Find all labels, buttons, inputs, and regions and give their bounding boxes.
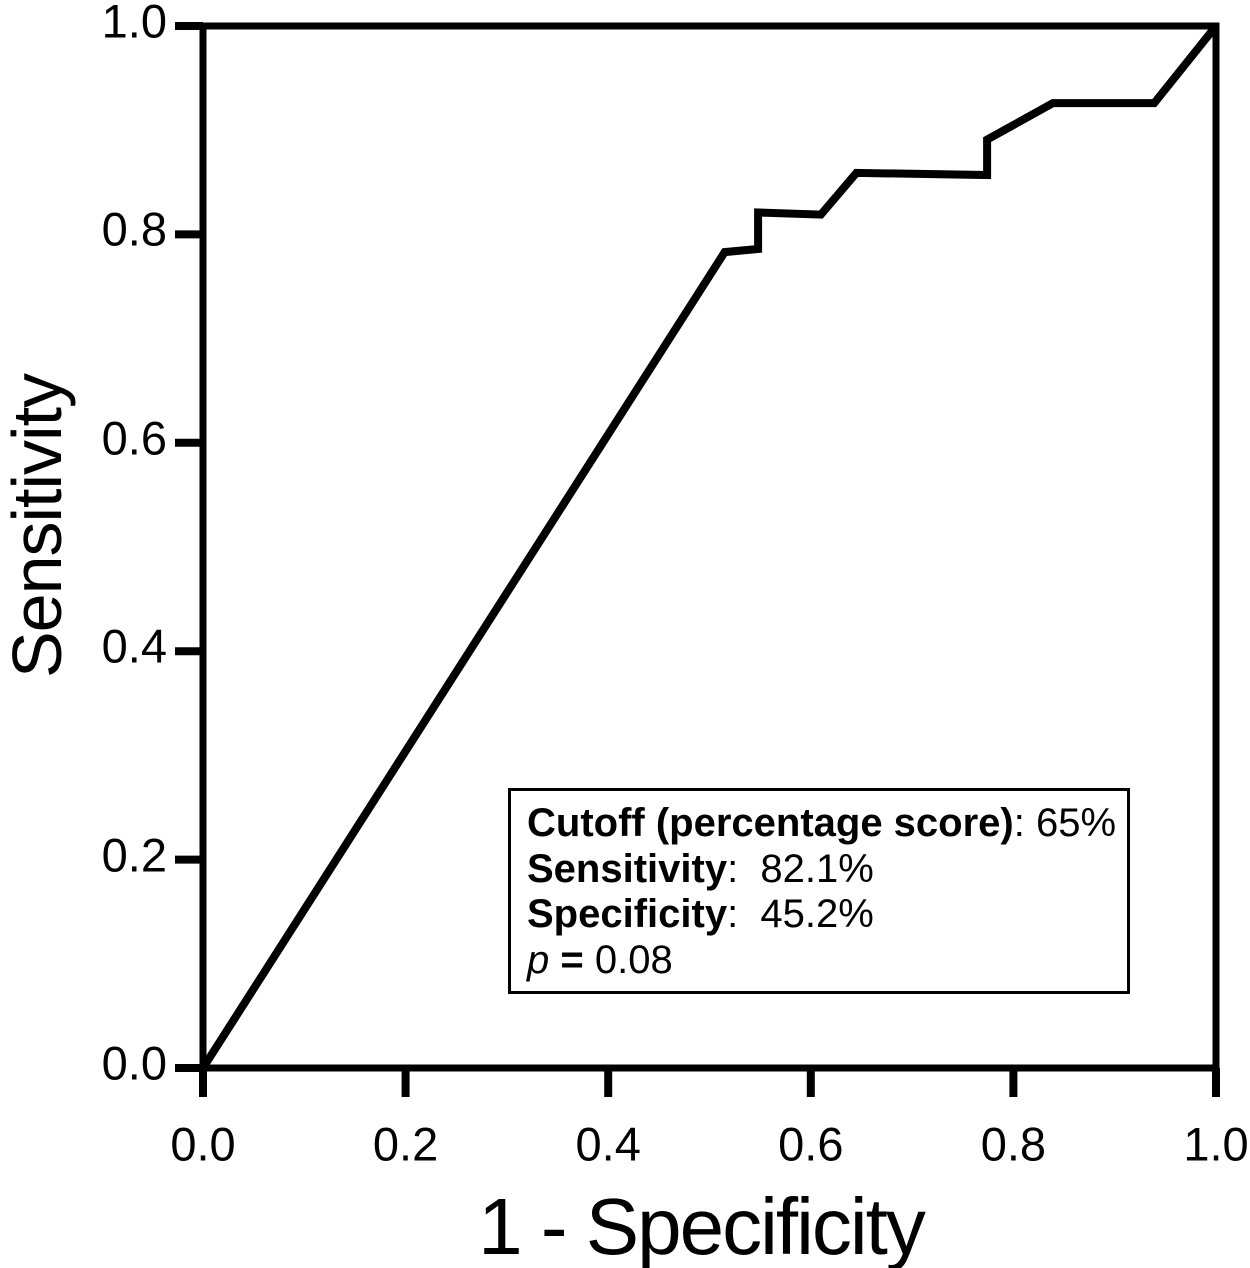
x-tick-label: 0.2 (372, 1117, 439, 1171)
x-tick-label: 0.0 (170, 1117, 236, 1171)
stats-row: Cutoff (percentage score): 65% (527, 801, 1127, 847)
y-tick-label: 0.0 (101, 1036, 167, 1090)
stats-row: Sensitivity: 82.1% (527, 847, 1127, 893)
x-tick-label: 1.0 (1183, 1117, 1249, 1171)
stats-text-segment: : 45.2% (727, 892, 874, 936)
stats-text-segment: = (560, 937, 584, 982)
x-tick-label: 0.4 (575, 1117, 641, 1171)
stats-text-segment: p (527, 937, 550, 982)
stats-text-segment: 0.08 (583, 937, 673, 982)
y-tick-label: 0.8 (101, 202, 167, 256)
stats-text-segment: Specificity (527, 892, 728, 936)
y-tick-label: 1.0 (101, 0, 167, 48)
x-tick-label: 0.8 (980, 1117, 1047, 1171)
stats-text-segment: Cutoff (percentage score) (527, 801, 1014, 845)
x-tick-label: 0.6 (778, 1117, 844, 1171)
y-axis-title: Sensitivity (0, 373, 76, 679)
stats-text-segment: : 65% (1013, 801, 1117, 845)
stats-text-segment: Sensitivity (527, 846, 728, 891)
y-tick-label: 0.6 (101, 411, 167, 465)
plot-frame (199, 22, 1220, 1072)
x-axis-title: 1 - Specificity (478, 1182, 926, 1268)
y-tick-label: 0.2 (101, 828, 167, 882)
stats-row: p = 0.08 (527, 938, 1127, 984)
stats-text-segment (549, 938, 560, 982)
y-tick-label: 0.4 (101, 619, 167, 673)
cutoff-stats-box: Cutoff (percentage score): 65% Sensitivit… (508, 788, 1130, 994)
roc-curve-line (199, 23, 1220, 1071)
stats-text-segment: : 82.1% (727, 846, 874, 891)
stats-row: Specificity: 45.2% (527, 892, 1127, 938)
